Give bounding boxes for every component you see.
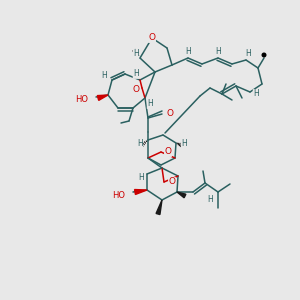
Text: O: O	[164, 148, 172, 157]
Text: O: O	[133, 85, 140, 94]
Text: H: H	[137, 140, 143, 148]
Text: O: O	[167, 110, 173, 118]
Text: HO: HO	[75, 94, 88, 103]
Text: H: H	[185, 46, 191, 56]
Polygon shape	[97, 95, 108, 100]
Text: H: H	[181, 139, 187, 148]
Text: H: H	[207, 196, 213, 205]
Text: H: H	[147, 100, 153, 109]
Polygon shape	[135, 190, 147, 194]
Polygon shape	[156, 200, 162, 214]
Circle shape	[262, 53, 266, 57]
Text: H: H	[101, 71, 107, 80]
Text: HO: HO	[112, 190, 125, 200]
Text: O: O	[148, 34, 155, 43]
Text: H: H	[245, 50, 251, 58]
Text: H: H	[253, 89, 259, 98]
Text: H: H	[138, 173, 144, 182]
Polygon shape	[177, 192, 186, 198]
Text: H: H	[133, 49, 139, 58]
Text: H: H	[215, 46, 221, 56]
Text: O: O	[169, 178, 176, 187]
Text: H: H	[133, 70, 139, 79]
